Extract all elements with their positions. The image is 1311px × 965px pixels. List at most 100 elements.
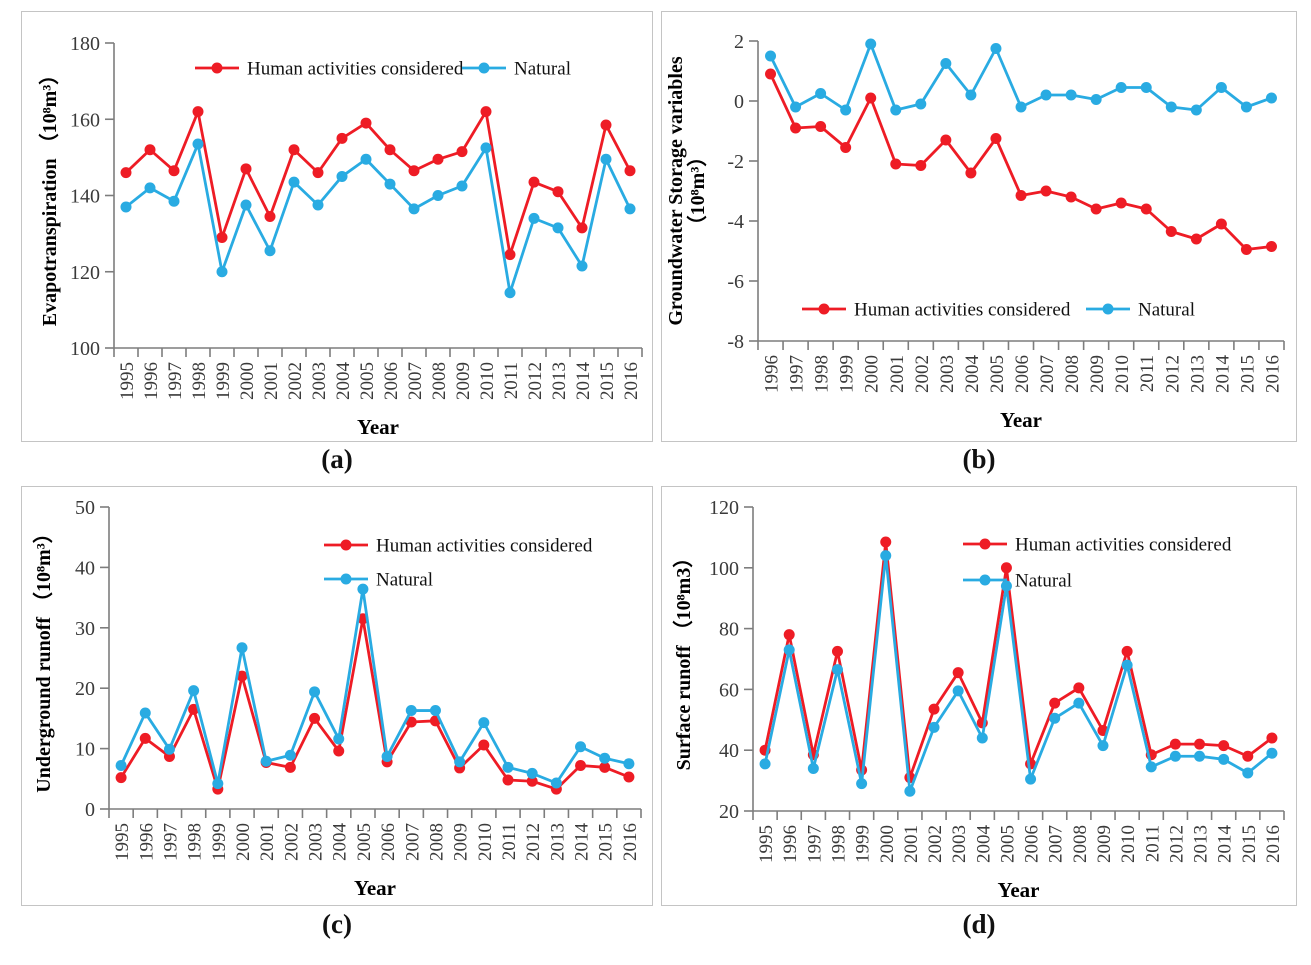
data-point [1194,750,1206,762]
data-point [384,178,396,190]
data-point [915,160,927,171]
data-point [783,644,795,656]
x-tick-label: 2006 [378,823,399,861]
x-tick-label: 2016 [1262,355,1283,393]
data-point [1090,203,1102,215]
x-tick-label: 2001 [901,825,922,863]
svg-text:160: 160 [70,109,100,131]
data-point [309,686,321,698]
data-point [120,167,132,179]
series-human-activities [120,106,636,261]
data-point [1215,218,1227,230]
data-point [976,732,988,744]
svg-text:60: 60 [719,679,739,701]
x-tick-label: 2007 [405,362,426,400]
data-point [284,749,296,761]
data-point [759,758,771,770]
legend-marker [478,62,490,74]
y-axis-title: Groundwater Storage variables [665,56,687,325]
x-tick-label: 2012 [523,823,544,861]
data-point [1242,767,1254,779]
svg-text:0: 0 [85,799,95,821]
x-tick-label: 2003 [306,823,327,861]
data-point [432,153,444,165]
data-point [940,134,952,146]
x-tick-label: 2006 [1022,825,1043,863]
data-point [360,153,372,165]
x-tick-label: 2015 [1239,825,1260,863]
data-point [600,119,612,131]
svg-text:80: 80 [719,619,739,641]
x-tick-label: 2013 [547,823,568,861]
series-natural [759,550,1278,797]
svg-text:100: 100 [70,338,100,360]
x-tick-label: 2008 [1070,825,1091,863]
svg-text:50: 50 [75,497,95,519]
data-point [405,705,417,717]
y-axis-title: Evapotranspiration （10⁸m³） [38,65,61,326]
x-tick-label: 2007 [1037,355,1058,393]
x-tick-label: 2015 [596,823,617,861]
x-tick-label: 1995 [112,823,133,861]
data-point [790,122,802,134]
data-point [840,142,852,153]
svg-text:140: 140 [70,186,100,208]
data-point [216,231,228,243]
data-point [333,733,345,745]
data-point [856,778,868,790]
data-point [1140,82,1152,93]
data-point [599,761,611,773]
data-point [408,203,420,215]
data-point [360,117,372,129]
data-point [1073,682,1085,694]
x-tick-label: 2003 [309,362,330,400]
svg-text:30: 30 [75,618,95,640]
data-point [624,203,636,215]
x-tick-label: 1997 [165,362,186,400]
legend-label: Human activities considered [1015,535,1232,556]
data-point [1190,104,1202,116]
series-human-activities [765,68,1277,255]
data-point [576,222,588,234]
x-tick-label: 1996 [762,355,783,393]
x-tick-label: 2008 [426,823,447,861]
data-point [807,762,819,774]
data-point [528,176,540,188]
x-tick-label: 2015 [1237,355,1258,393]
data-point [1218,753,1230,765]
x-tick-label: 2000 [233,823,254,861]
x-tick-label: 2009 [1087,355,1108,393]
x-tick-label: 2007 [1046,825,1067,863]
x-tick-label: 2011 [1142,825,1163,862]
data-point [1015,101,1027,113]
legend-marker [979,538,991,550]
data-point [1121,659,1133,671]
data-point [240,199,252,211]
data-point [1165,101,1177,113]
x-tick-label: 1999 [853,825,874,863]
x-axis-title: Year [1000,408,1042,432]
x-tick-label: 1997 [804,825,825,863]
x-tick-label: 2002 [925,825,946,863]
x-tick-label: 2011 [1137,355,1158,392]
svg-text:-2: -2 [727,151,744,173]
data-point [575,741,587,753]
data-point [264,245,276,257]
data-point [309,712,321,724]
data-point [1266,747,1278,759]
legend-marker [1102,303,1114,315]
svg-text:-6: -6 [727,271,744,293]
x-tick-label: 1995 [756,825,777,863]
data-point [1265,92,1277,104]
caption-d: (d) [962,909,996,939]
x-tick-label: 2016 [1263,825,1284,863]
data-point [1115,197,1127,209]
data-point [1097,740,1109,752]
data-point [1169,738,1181,750]
data-point [1169,750,1181,762]
x-tick-label: 2010 [477,362,498,400]
